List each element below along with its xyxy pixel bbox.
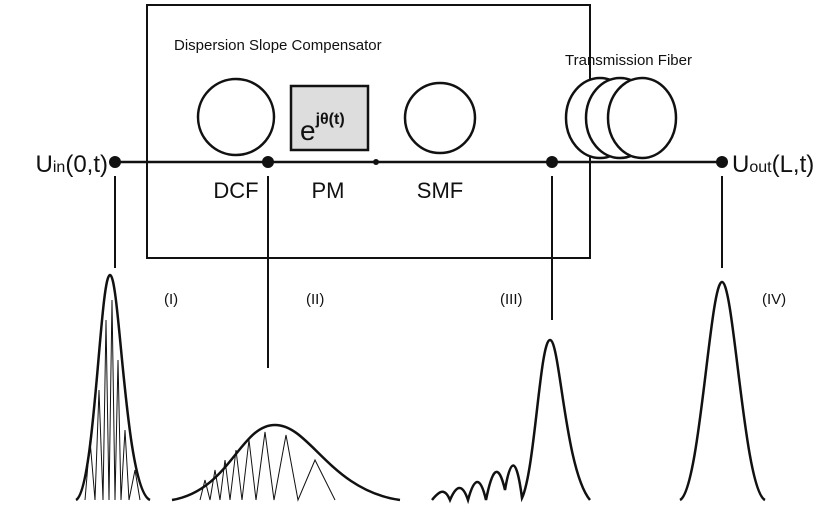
dcf-label: DCF [213, 178, 258, 203]
pulse-2 [171, 423, 401, 502]
dcf-coil [196, 77, 276, 157]
pulse-label: (II) [306, 291, 324, 308]
text: (0,t) [65, 151, 108, 178]
text: jθ(t) [315, 111, 345, 128]
text: in [53, 159, 65, 176]
phase-label: ejθ(t) [300, 111, 345, 146]
pm-box [289, 84, 370, 152]
pulse-2-carrier [199, 431, 336, 502]
input-label: Uin(0,t) [36, 151, 108, 178]
box-title: Dispersion Slope Compensator [174, 37, 382, 54]
text: e [300, 115, 316, 146]
pulse-label: (III) [500, 291, 523, 308]
node [546, 156, 558, 168]
fiber-title: Transmission Fiber [565, 52, 692, 69]
pulse-label: (I) [164, 291, 178, 308]
text: out [749, 159, 772, 176]
layout [75, 4, 766, 505]
node [262, 156, 274, 168]
pulse-3 [431, 338, 591, 505]
smf-label: SMF [417, 178, 463, 203]
pulse-4 [679, 280, 766, 502]
node [716, 156, 728, 168]
nodes [109, 156, 728, 168]
text: (L,t) [772, 151, 815, 178]
pulse-1-carrier [84, 299, 141, 501]
output-label: Uout(L,t) [732, 151, 814, 178]
pm-label: PM [312, 178, 345, 203]
pulse-label: (IV) [762, 291, 786, 308]
smf-coil [403, 81, 477, 155]
node [373, 159, 379, 165]
text: U [36, 151, 53, 178]
text: U [732, 151, 749, 178]
tx-coil [606, 76, 678, 160]
node [109, 156, 121, 168]
